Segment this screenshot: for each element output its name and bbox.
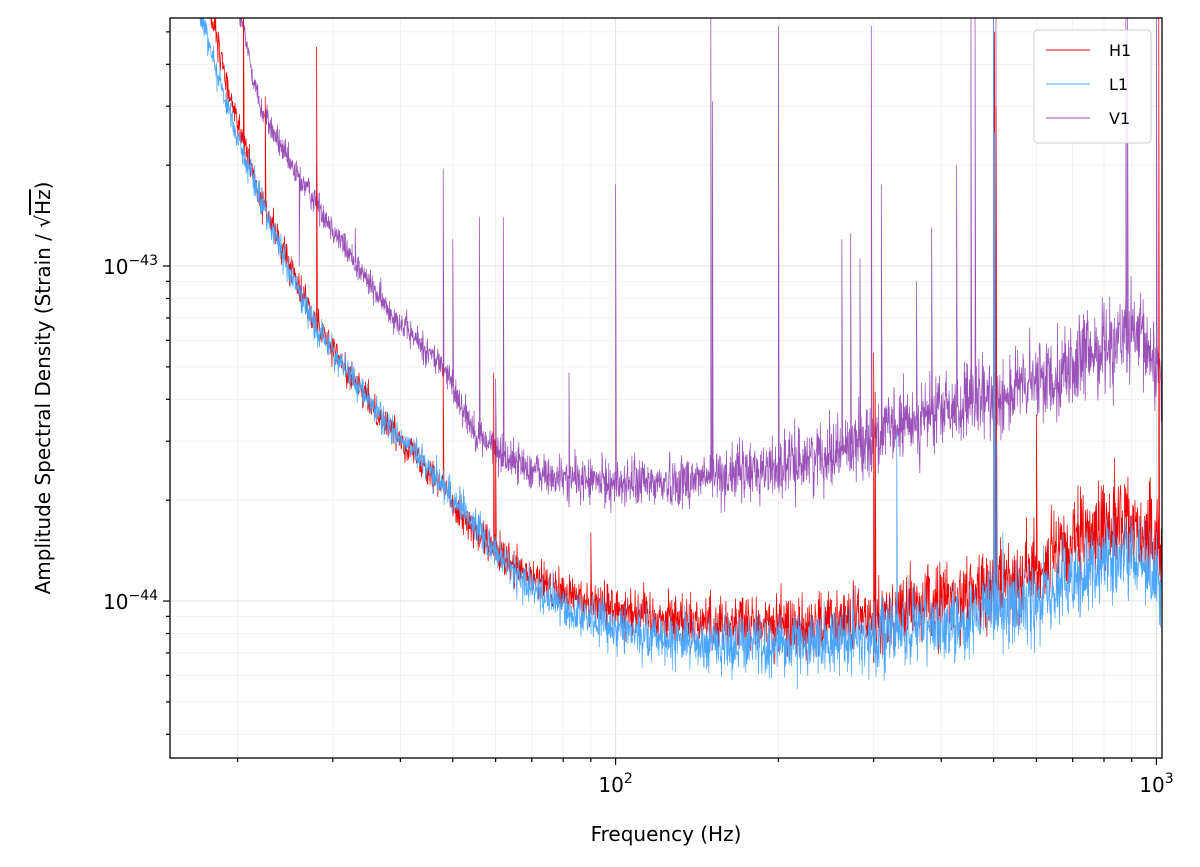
x-tick-label: 103 — [1139, 771, 1173, 797]
y-axis-label-group: Amplitude Spectral Density (Strain / √Hz… — [31, 182, 55, 595]
y-axis-label-unit: Hz — [31, 189, 55, 215]
legend-label-h1: H1 — [1109, 41, 1131, 60]
series-layer — [199, 18, 1162, 690]
x-tick-label: 102 — [598, 771, 632, 797]
plot-frame — [169, 17, 1163, 759]
legend-box — [1033, 29, 1152, 144]
svg-text:Amplitude Spectral Density (St: Amplitude Spectral Density (Strain / √Hz… — [31, 182, 55, 595]
series-line-v1 — [239, 18, 1162, 514]
y-axis-label: Amplitude Spectral Density (Strain / — [31, 228, 55, 595]
sqrt-symbol: √ — [31, 215, 55, 228]
series-line-h1 — [209, 18, 1162, 665]
x-axis-label: Frequency (Hz) — [591, 822, 742, 846]
series-line-l1 — [199, 18, 1162, 690]
legend: H1 L1 V1 — [1033, 29, 1152, 144]
y-axis-label-close: ) — [31, 182, 55, 190]
legend-label-v1: V1 — [1109, 109, 1130, 128]
y-tick-label: 10−44 — [103, 588, 158, 614]
y-tick-label: 10−43 — [103, 253, 158, 279]
legend-label-l1: L1 — [1109, 75, 1128, 94]
ticks: 102 103 10−44 10−43 — [103, 31, 1174, 797]
